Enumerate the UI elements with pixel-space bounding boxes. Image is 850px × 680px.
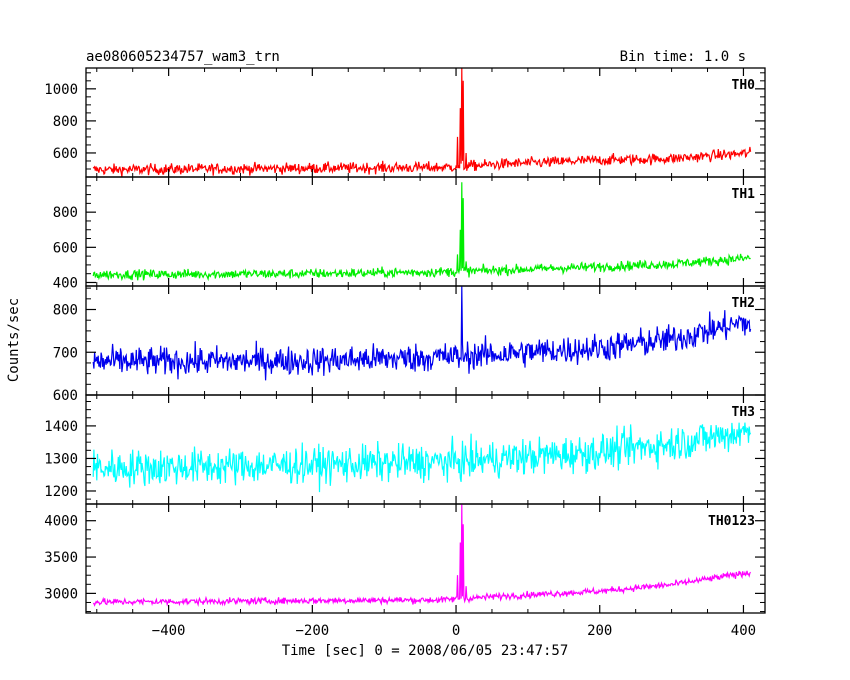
y-tick-label: 1200: [44, 484, 78, 500]
x-axis-label: Time [sec] 0 = 2008/06/05 23:47:57: [282, 643, 569, 659]
panels-group: 600 800 1000 TH0 400 600 800 TH1 600 700 800 TH2 120…: [44, 67, 766, 639]
x-tick-label: −200: [295, 623, 329, 639]
panel-label-th0123: TH0123: [708, 514, 755, 529]
series-line-th0123: [92, 504, 752, 607]
y-tick-label: 600: [53, 146, 78, 162]
panel-label-th3: TH3: [732, 405, 755, 420]
panel-frame-th0123: [85, 503, 766, 614]
series-line-th1: [92, 182, 751, 282]
series-line-th0: [92, 68, 752, 177]
y-tick-label: 700: [53, 345, 78, 361]
x-tick-label: −400: [152, 623, 186, 639]
panel-label-th1: TH1: [732, 187, 756, 202]
series-line-th3: [92, 422, 752, 493]
y-tick-label: 800: [53, 114, 78, 130]
y-tick-label: 1400: [44, 419, 78, 435]
y-tick-label: 600: [53, 388, 78, 404]
series-line-th2: [92, 286, 752, 381]
y-tick-label: 400: [53, 275, 78, 291]
bin-time-label: Bin time: 1.0 s: [620, 49, 746, 65]
y-tick-label: 600: [53, 240, 78, 256]
y-tick-label: 800: [53, 205, 78, 221]
y-tick-label: 4000: [44, 514, 78, 530]
y-axis-label: Counts/sec: [6, 298, 22, 382]
y-tick-label: 800: [53, 303, 78, 319]
x-tick-label: 400: [731, 623, 756, 639]
x-tick-label: 200: [587, 623, 612, 639]
x-tick-label: 0: [452, 623, 460, 639]
y-tick-label: 3000: [44, 586, 78, 602]
y-tick-label: 1000: [44, 82, 78, 98]
panel-label-th2: TH2: [732, 296, 755, 311]
y-tick-label: 1300: [44, 451, 78, 467]
panel-label-th0: TH0: [732, 78, 756, 93]
chart-title: ae080605234757_wam3_trn: [86, 49, 280, 65]
y-tick-label: 3500: [44, 550, 78, 566]
